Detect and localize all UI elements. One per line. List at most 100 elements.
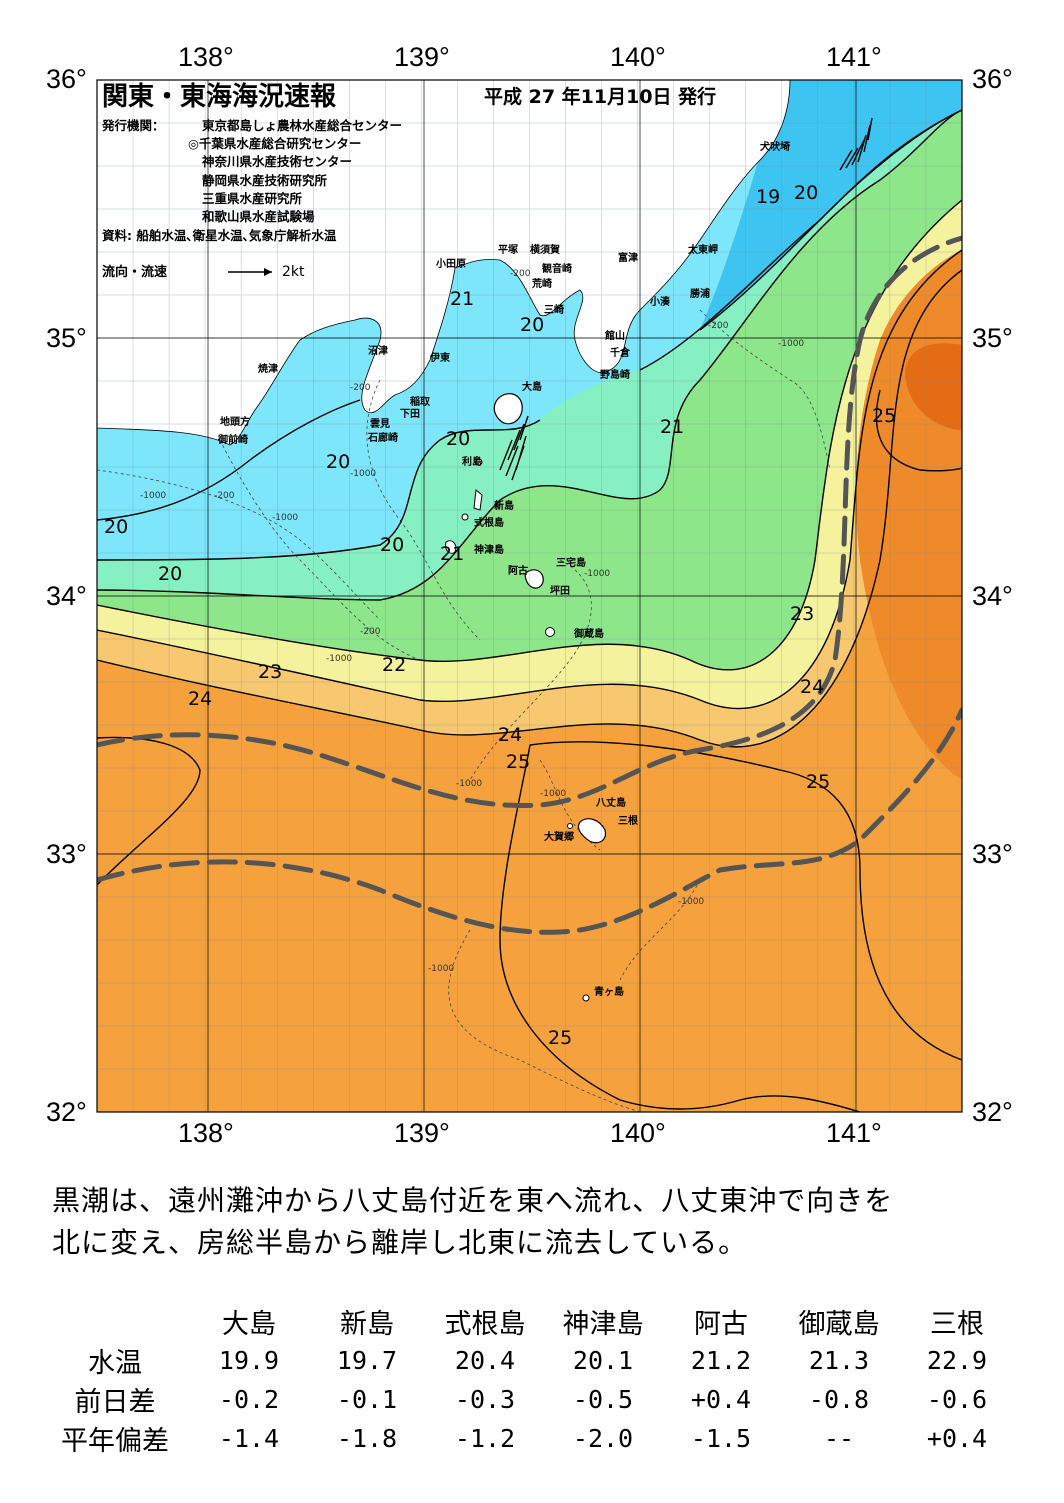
isotherm-label: 20: [380, 534, 405, 556]
island-toshima: [475, 458, 483, 466]
table-cell: -0.1: [336, 1385, 398, 1414]
island-shikinejima: [461, 513, 469, 521]
summary-line: 黒潮は、遠州灘沖から八丈島付近を東へ流れ、八丈東沖で向きを: [52, 1184, 894, 1217]
place-name: 大賀郷: [544, 832, 574, 843]
isotherm-label: 24: [498, 724, 523, 746]
map-title: 関東・東海海況速報: [102, 82, 337, 112]
place-name: 地頭方: [220, 417, 250, 428]
depth-label: -200: [214, 491, 235, 501]
place-name: 伊東: [430, 353, 450, 364]
island-hachijojima: [577, 818, 607, 844]
isotherm-25-south: [499, 744, 861, 1112]
isotherm-label: 21: [660, 416, 685, 438]
place-name: 焼津: [258, 364, 278, 375]
island-mikurajima: [545, 627, 555, 637]
place-name: 観音崎: [542, 264, 572, 275]
isotherm-label: 24: [188, 688, 213, 710]
depth-label: -1000: [326, 654, 353, 664]
isotherm-label: 22: [382, 654, 407, 676]
place-name: 阿古: [508, 566, 528, 577]
table-cell: 21.3: [808, 1346, 870, 1375]
place-name: 三根: [618, 816, 638, 827]
table-row-label: 水温: [88, 1348, 142, 1379]
depth-contours: [97, 309, 831, 1112]
table-cell: -2.0: [572, 1424, 634, 1453]
isotherms: [97, 109, 962, 1112]
table-col-header: 式根島: [444, 1309, 526, 1340]
place-name: 千倉: [610, 348, 630, 359]
place-name: 平塚: [498, 245, 518, 256]
table-cell: +0.4: [926, 1424, 988, 1453]
lat-label-left-36: 36°: [46, 64, 87, 94]
lon-label-top-138: 138°: [178, 42, 234, 72]
table-cell: 20.1: [572, 1346, 634, 1375]
table-cell: 22.9: [926, 1346, 988, 1375]
isotherm-20-east: [639, 109, 962, 371]
place-name: 青ヶ島: [594, 987, 624, 998]
station-temperature-table: 大島 新島 式根島 神津島 阿古 御蔵島 三根 水温 19.9 19.7 20.…: [40, 1302, 1016, 1458]
table-cell: +0.4: [690, 1385, 752, 1414]
table-cell: -1.2: [454, 1424, 516, 1453]
isotherm-label: 25: [872, 405, 897, 427]
lon-label-top-141: 141°: [826, 42, 882, 72]
legend-speed: 2kt: [282, 264, 305, 280]
depth-label: -1000: [140, 491, 167, 501]
table-cell: 19.9: [218, 1346, 280, 1375]
table-cell: -1.4: [218, 1424, 280, 1453]
isotherm-label: 20: [520, 314, 545, 336]
depth-label: -200: [360, 627, 381, 637]
isotherm-label: 20: [326, 451, 351, 473]
table-cell: 21.2: [690, 1346, 752, 1375]
table-col-header: 新島: [340, 1309, 394, 1340]
current-summary: 黒潮は、遠州灘沖から八丈島付近を東へ流れ、八丈東沖で向きを 北に変え、房総半島か…: [52, 1180, 1012, 1264]
sea-condition-map: 138° 139° 140° 141° 138° 139° 140° 141° …: [46, 42, 1013, 1148]
place-name: 沼津: [368, 346, 388, 357]
isotherm-label: 21: [440, 543, 465, 565]
place-name: 野島崎: [600, 370, 630, 381]
lon-label-bottom-141: 141°: [826, 1118, 882, 1148]
depth-label: -1000: [272, 513, 299, 523]
lat-label-right-36: 36°: [972, 64, 1013, 94]
table-row-label: 平年偏差: [61, 1426, 169, 1457]
place-name: 大島: [522, 382, 542, 393]
organization-item: 東京都島しょ農林水産総合センター: [202, 118, 403, 133]
place-name: 富津: [618, 253, 638, 264]
isotherm-20-coast: [97, 399, 361, 521]
place-name: 式根島: [474, 518, 504, 529]
isotherm-label: 23: [790, 603, 815, 625]
lat-label-right-34: 34°: [972, 581, 1013, 611]
place-name: 太東岬: [688, 245, 718, 256]
isotherm-label: 25: [548, 1027, 573, 1049]
isotherm-label: 23: [258, 661, 283, 683]
table-col-header: 阿古: [694, 1309, 748, 1340]
island-hachijokojima: [567, 823, 573, 829]
kuroshio-axis: [97, 235, 962, 935]
island-aogashima: [582, 994, 590, 1002]
table-cell: -1.8: [336, 1424, 398, 1453]
isotherm-label: 20: [794, 182, 819, 204]
isotherm-label: 25: [506, 751, 531, 773]
table-row: 水温 19.9 19.7 20.4 20.1 21.2 21.3 22.9: [40, 1341, 1016, 1380]
depth-label: -1000: [540, 789, 567, 799]
table-cell: -0.8: [808, 1385, 870, 1414]
depth-label: -1000: [584, 569, 611, 579]
isotherm-label: 20: [446, 428, 471, 450]
isotherm-label: 25: [806, 771, 831, 793]
organization-item: ◎千葉県水産総合研究センター: [188, 136, 362, 151]
organizations-label: 発行機関：: [102, 118, 165, 133]
depth-label: -200: [708, 321, 729, 331]
place-name: 御蔵島: [574, 629, 604, 640]
depth-label: -200: [350, 383, 371, 393]
place-name: 下田: [400, 409, 420, 420]
table-row-label: 前日差: [74, 1387, 156, 1418]
isotherm-24: [97, 269, 962, 748]
depth-label: -1000: [428, 964, 455, 974]
table-row: 平年偏差 -1.4 -1.8 -1.2 -2.0 -1.5 -- +0.4: [40, 1419, 1016, 1458]
issue-date: 平成 27 年11月10日 発行: [484, 86, 717, 108]
place-name: 小湊: [650, 297, 670, 308]
place-name: 館山: [605, 331, 625, 342]
lat-label-right-33: 33°: [972, 839, 1013, 869]
table-cell: -1.5: [690, 1424, 752, 1453]
table-corner: [40, 1302, 190, 1341]
table-col-header: 神津島: [562, 1309, 644, 1340]
